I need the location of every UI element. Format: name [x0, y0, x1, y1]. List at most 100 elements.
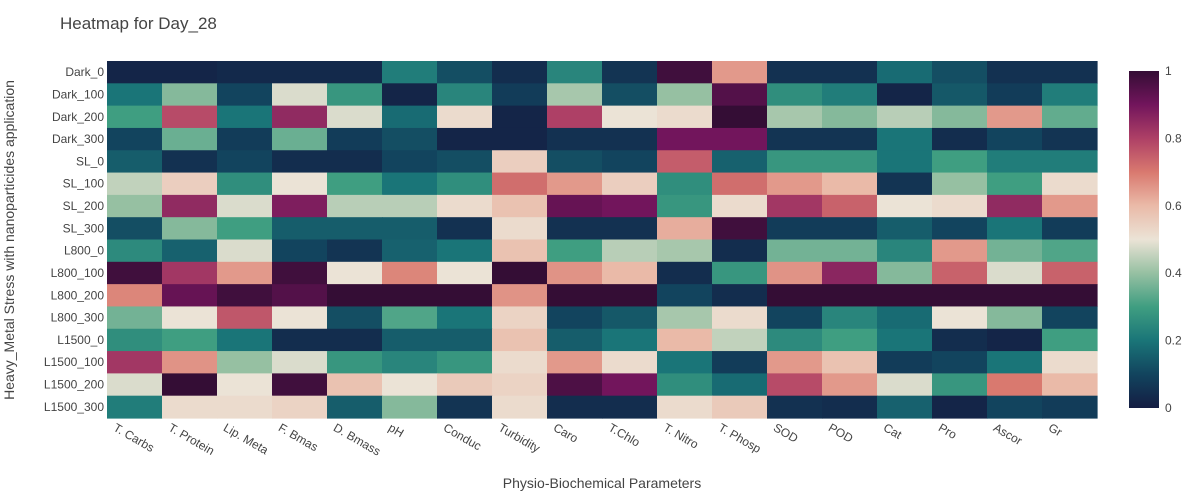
heatmap-cell	[877, 194, 933, 218]
heatmap-cell	[877, 83, 933, 107]
heatmap-cell	[602, 284, 658, 308]
heatmap-cell	[877, 395, 933, 419]
heatmap-cell	[382, 127, 438, 151]
heatmap-cell	[107, 373, 163, 397]
heatmap-cell	[327, 217, 383, 241]
heatmap-cell	[492, 127, 548, 151]
heatmap-cell	[327, 239, 383, 263]
heatmap-cell	[107, 306, 163, 330]
x-tick-label: T. Phosp	[716, 420, 764, 456]
heatmap-cell	[547, 373, 603, 397]
heatmap-cell	[547, 261, 603, 285]
heatmap-cell	[162, 83, 218, 107]
heatmap-cell	[657, 328, 713, 352]
heatmap-cell	[712, 373, 768, 397]
x-tick-label: Pro	[936, 420, 959, 442]
y-tick-label: L1500_100	[44, 355, 104, 369]
heatmap-cell	[547, 217, 603, 241]
heatmap-cell	[822, 351, 878, 374]
heatmap-cell	[712, 306, 768, 330]
heatmap-cell	[217, 306, 273, 330]
heatmap-cell	[162, 127, 218, 151]
heatmap-cell	[492, 194, 548, 218]
heatmap-cell	[987, 328, 1043, 352]
heatmap-cell	[1042, 284, 1098, 308]
heatmap-cell	[602, 172, 658, 196]
heatmap-cell	[547, 306, 603, 330]
heatmap-cells	[107, 61, 1098, 419]
heatmap-cell	[492, 306, 548, 330]
heatmap-cell	[602, 239, 658, 263]
heatmap-cell	[932, 373, 988, 397]
heatmap-cell	[272, 83, 328, 107]
x-tick-label: SOD	[771, 420, 801, 445]
heatmap-cell	[932, 306, 988, 330]
heatmap-cell	[492, 150, 548, 174]
heatmap-cell	[987, 306, 1043, 330]
heatmap-cell	[327, 150, 383, 174]
heatmap-cell	[877, 127, 933, 151]
heatmap-cell	[217, 105, 273, 129]
heatmap-cell	[272, 284, 328, 308]
heatmap-cell	[327, 395, 383, 419]
heatmap-cell	[217, 395, 273, 419]
heatmap-cell	[657, 351, 713, 374]
heatmap-cell	[327, 373, 383, 397]
heatmap-cell	[767, 172, 823, 196]
heatmap-cell	[107, 217, 163, 241]
heatmap-cell	[987, 61, 1043, 84]
heatmap-cell	[1042, 239, 1098, 263]
heatmap-cell	[437, 395, 493, 419]
y-tick-label: L1500_0	[57, 333, 104, 347]
heatmap-cell	[1042, 373, 1098, 397]
heatmap-cell	[162, 261, 218, 285]
heatmap-cell	[987, 351, 1043, 374]
heatmap-cell	[437, 284, 493, 308]
heatmap-cell	[712, 150, 768, 174]
heatmap-cell	[272, 395, 328, 419]
heatmap-cell	[382, 261, 438, 285]
heatmap-cell	[877, 351, 933, 374]
heatmap-cell	[657, 127, 713, 151]
heatmap-cell	[822, 373, 878, 397]
x-tick-label: Turbidity	[496, 420, 542, 455]
heatmap-cell	[217, 328, 273, 352]
heatmap-cell	[987, 105, 1043, 129]
heatmap-cell	[547, 127, 603, 151]
heatmap-cell	[602, 83, 658, 107]
heatmap-cell	[492, 328, 548, 352]
heatmap-cell	[602, 127, 658, 151]
heatmap-cell	[877, 239, 933, 263]
heatmap-cell	[272, 239, 328, 263]
heatmap-cell	[602, 395, 658, 419]
colorbar-tick-label: 1	[1165, 64, 1172, 78]
heatmap-cell	[382, 61, 438, 84]
x-tick-label: T. Carbs	[111, 420, 157, 454]
heatmap-cell	[382, 328, 438, 352]
heatmap-cell	[217, 127, 273, 151]
y-tick-label: SL_300	[63, 221, 105, 235]
colorbar-bar	[1129, 71, 1159, 408]
heatmap-cell	[657, 395, 713, 419]
heatmap-cell	[1042, 351, 1098, 374]
heatmap-cell	[547, 105, 603, 129]
heatmap-cell	[932, 395, 988, 419]
heatmap-cell	[932, 61, 988, 84]
heatmap-cell	[1042, 194, 1098, 218]
heatmap-cell	[822, 172, 878, 196]
heatmap-cell	[767, 306, 823, 330]
heatmap-cell	[162, 239, 218, 263]
heatmap-cell	[932, 217, 988, 241]
heatmap-cell	[712, 172, 768, 196]
x-tick-label: POD	[826, 420, 856, 445]
heatmap-cell	[272, 261, 328, 285]
heatmap-cell	[657, 261, 713, 285]
heatmap-cell	[272, 217, 328, 241]
heatmap-cell	[492, 284, 548, 308]
heatmap-cell	[492, 105, 548, 129]
heatmap-cell	[822, 261, 878, 285]
heatmap-cell	[822, 127, 878, 151]
heatmap-cell	[657, 217, 713, 241]
heatmap-cell	[932, 194, 988, 218]
heatmap-cell	[382, 172, 438, 196]
